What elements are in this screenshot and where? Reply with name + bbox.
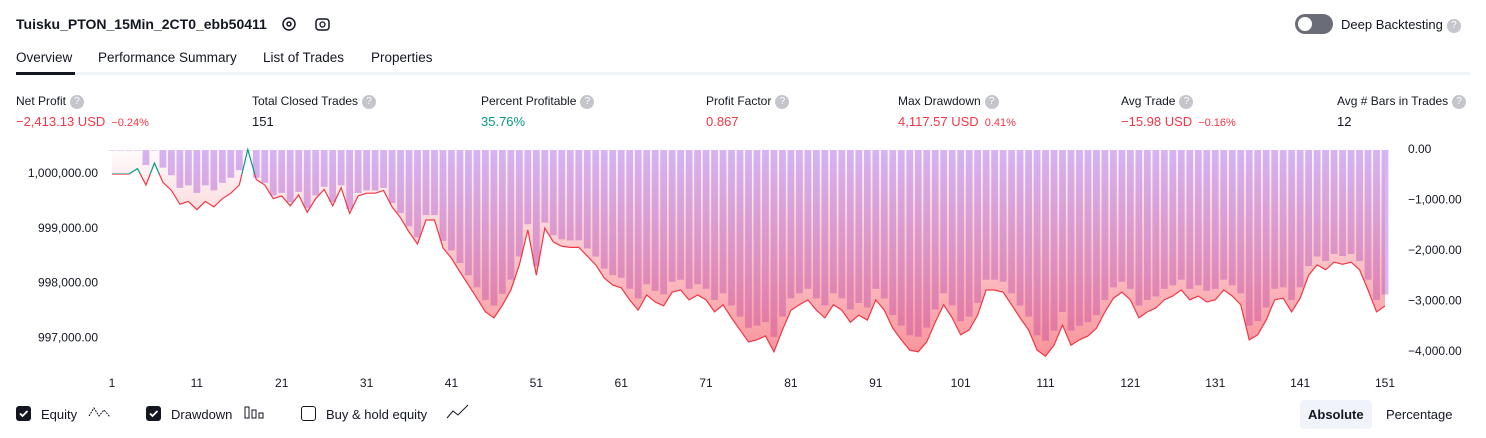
info-icon[interactable]: ? — [1179, 94, 1194, 109]
checkbox-drawdown[interactable] — [146, 406, 161, 421]
metric-label: Profit Factor? — [706, 94, 790, 109]
title-icons[interactable] — [280, 15, 340, 33]
info-icon[interactable]: ? — [580, 94, 595, 109]
y2-tick-label: 0.00 — [1408, 142, 1432, 156]
equity-area — [112, 149, 1385, 357]
legend-buy-hold: Buy & hold equity — [326, 407, 428, 422]
strategy-title: Tuisku_PTON_15Min_2CT0_ebb50411 — [16, 16, 267, 32]
buy-hold-icon — [446, 404, 469, 419]
x-tick-label: 11 — [191, 376, 204, 390]
x-tick-label: 91 — [869, 376, 883, 390]
y2-tick-label: −1,000.00 — [1408, 193, 1462, 207]
legend-drawdown: Drawdown — [171, 407, 233, 422]
metric-pct: 0.41% — [984, 117, 1016, 129]
metric-label: Avg # Bars in Trades? — [1337, 94, 1467, 109]
info-icon[interactable]: ? — [775, 94, 790, 109]
x-tick-label: 81 — [784, 376, 798, 390]
x-tick-label: 131 — [1205, 376, 1225, 390]
metric-label: Max Drawdown? — [898, 94, 999, 109]
info-icon[interactable]: ? — [362, 94, 377, 109]
y-tick-label: 997,000.00 — [38, 330, 98, 344]
mode-percentage[interactable]: Percentage — [1386, 407, 1453, 422]
tab[interactable]: Performance Summary — [98, 50, 237, 65]
metric-label: Net Profit? — [16, 94, 85, 109]
x-tick-label: 61 — [615, 376, 629, 390]
metric-number: −2,413.13 USD — [16, 114, 106, 129]
metric-value: 0.867 — [706, 114, 739, 129]
equity-icon — [88, 407, 111, 418]
info-icon[interactable]: ? — [1452, 94, 1467, 109]
y2-tick-label: −2,000.00 — [1408, 243, 1462, 257]
metric-pct: −0.24% — [111, 117, 149, 129]
checkbox-buy-hold[interactable] — [301, 406, 316, 421]
x-tick-label: 41 — [445, 376, 459, 390]
mode-absolute[interactable]: Absolute — [1300, 400, 1372, 429]
tab-divider — [16, 72, 1470, 75]
tab[interactable]: Properties — [371, 50, 433, 65]
metric-value: 35.76% — [481, 114, 525, 129]
y-tick-label: 999,000.00 — [38, 221, 98, 235]
metric-value: 151 — [252, 114, 274, 129]
info-icon[interactable]: ? — [70, 94, 85, 109]
x-tick-label: 141 — [1290, 376, 1310, 390]
y-tick-label: 1,000,000.00 — [28, 166, 98, 180]
x-tick-label: 151 — [1375, 376, 1395, 390]
metric-number: 12 — [1337, 114, 1352, 129]
metric-label: Percent Profitable? — [481, 94, 595, 109]
metric-value: −2,413.13 USD −0.24% — [16, 114, 149, 129]
x-tick-label: 71 — [699, 376, 713, 390]
deep-toggle[interactable] — [1295, 14, 1333, 34]
metric-number: 35.76% — [481, 114, 526, 129]
metric-number: 4,117.57 USD — [898, 114, 979, 129]
metric-value: −15.98 USD −0.16% — [1121, 114, 1236, 129]
x-tick-label: 21 — [275, 376, 289, 390]
y-tick-label: 998,000.00 — [38, 276, 98, 290]
x-tick-label: 101 — [951, 376, 971, 390]
metric-value: 12 — [1337, 114, 1351, 129]
metric-pct: −0.16% — [1198, 117, 1236, 129]
equity-line — [112, 147, 1386, 357]
info-icon[interactable]: ? — [984, 94, 999, 109]
deep-text: Deep Backtesting — [1341, 17, 1443, 32]
x-tick-label: 31 — [360, 376, 374, 390]
checkbox-equity[interactable] — [16, 406, 31, 421]
x-tick-label: 1 — [109, 376, 116, 390]
tab-active — [16, 72, 75, 75]
metric-number: 0.867 — [706, 114, 739, 129]
metric-number: 151 — [252, 114, 274, 129]
deep-label: Deep Backtesting? — [1341, 17, 1461, 33]
metric-value: 4,117.57 USD 0.41% — [898, 114, 1016, 129]
y2-tick-label: −3,000.00 — [1408, 294, 1462, 308]
metric-number: −15.98 USD — [1121, 114, 1193, 129]
x-tick-label: 51 — [530, 376, 544, 390]
tab[interactable]: List of Trades — [263, 50, 345, 65]
x-tick-label: 111 — [1036, 376, 1055, 390]
metric-label: Avg Trade? — [1121, 94, 1194, 109]
legend-equity: Equity — [41, 407, 78, 422]
x-tick-label: 121 — [1120, 376, 1140, 390]
chart: 1,000,000.00 999,000.00 998,000.00 997,000.… — [28, 142, 1462, 390]
drawdown-icon — [244, 406, 264, 419]
tab[interactable]: Overview — [16, 50, 73, 65]
metric-label: Total Closed Trades? — [252, 94, 377, 109]
y2-tick-label: −4,000.00 — [1408, 344, 1462, 358]
